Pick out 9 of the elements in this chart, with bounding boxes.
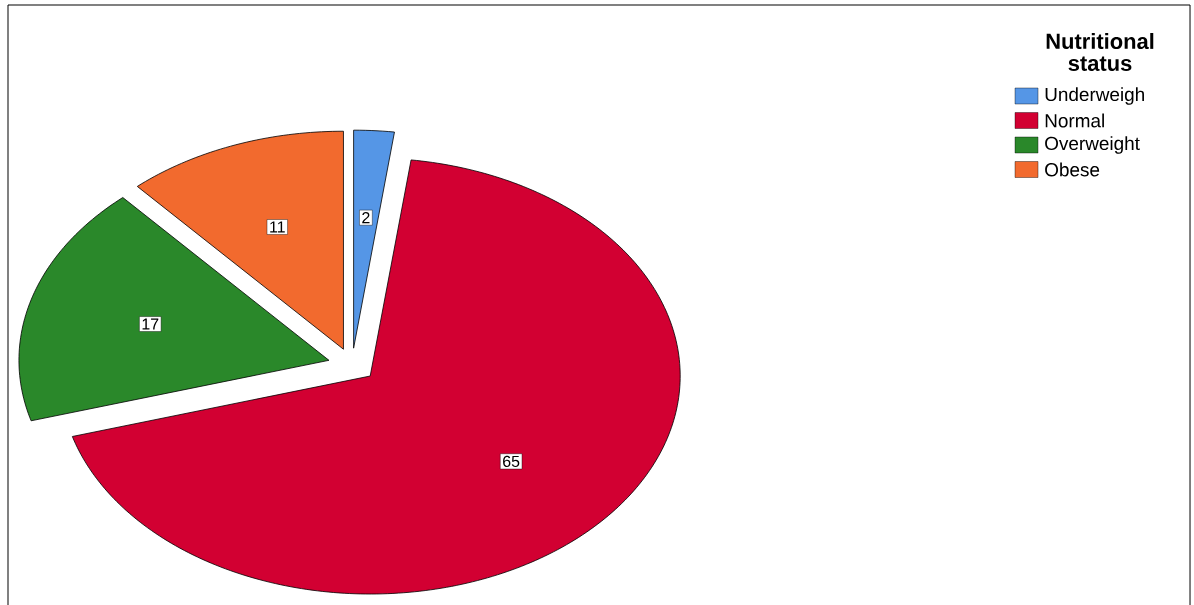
legend-label: Overweight bbox=[1045, 136, 1140, 154]
data-label: 65 bbox=[503, 455, 520, 468]
legend-label: Obese bbox=[1045, 162, 1100, 177]
legend-title: Nutritional status bbox=[1046, 32, 1154, 72]
legend-label: Underweigh bbox=[1045, 87, 1144, 105]
legend-label: Normal bbox=[1045, 113, 1104, 128]
data-label: 2 bbox=[362, 212, 370, 224]
data-label: 11 bbox=[270, 221, 285, 233]
data-label: 17 bbox=[142, 318, 159, 330]
